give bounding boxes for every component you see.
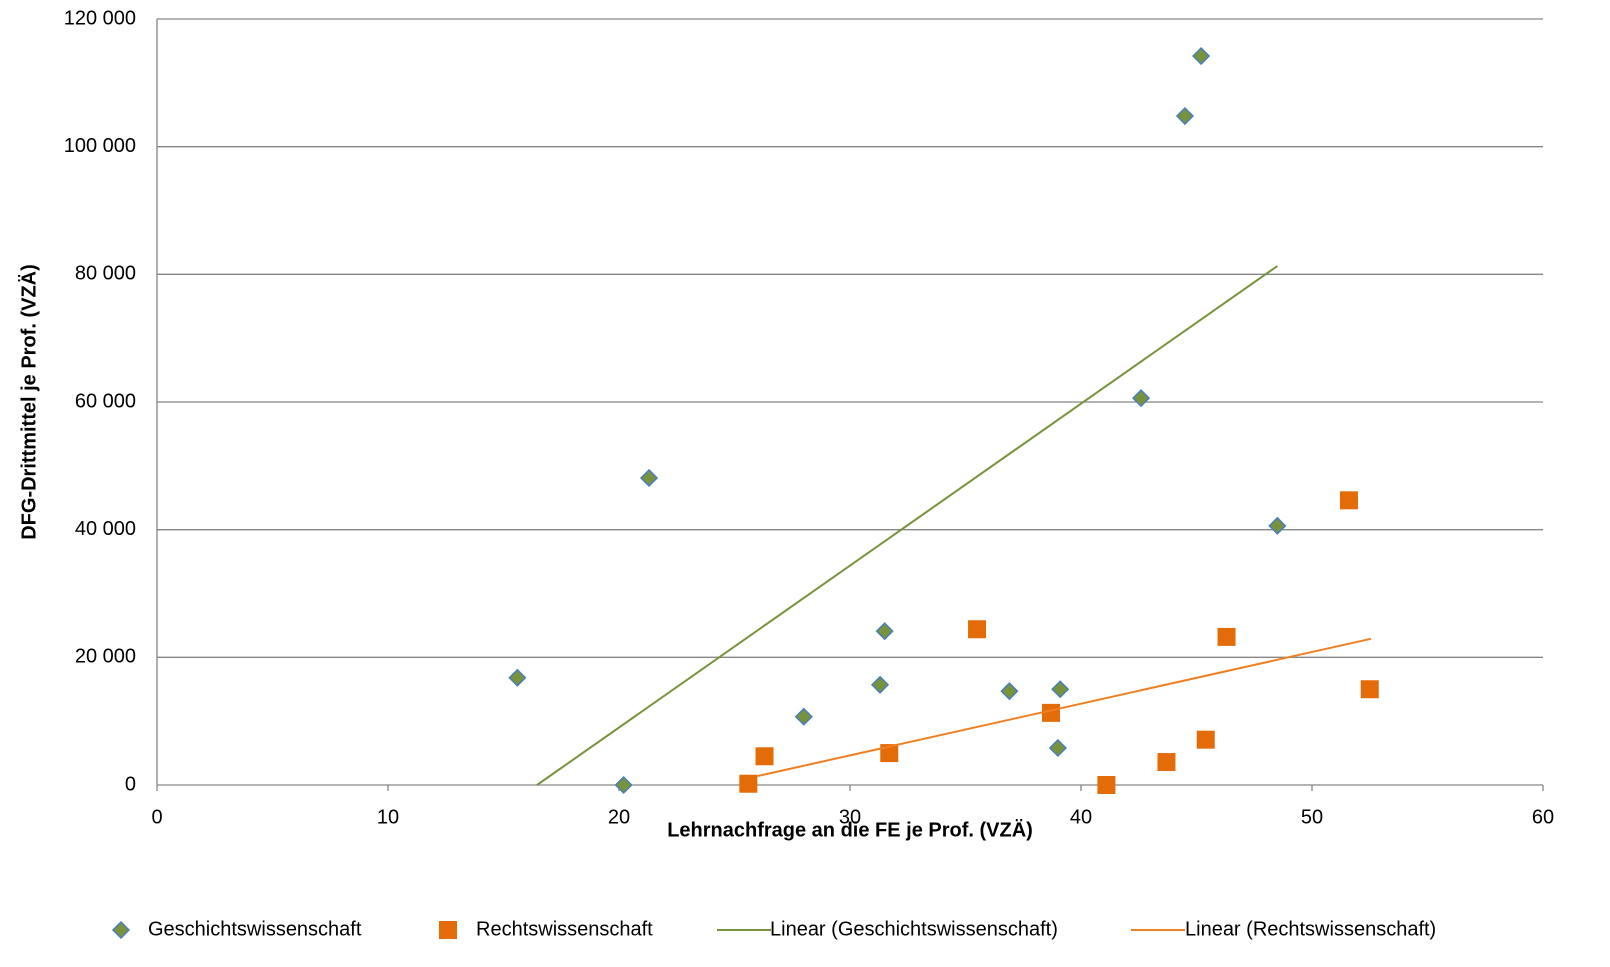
data-point: [794, 707, 813, 726]
data-point: [1051, 680, 1070, 699]
y-tick-label: 60 000: [75, 390, 136, 412]
x-tick-label: 0: [151, 806, 162, 828]
data-point: [1157, 753, 1176, 772]
legend-marker: [111, 920, 131, 940]
x-tick-label: 50: [1301, 806, 1323, 828]
data-point: [1192, 46, 1211, 66]
data-point: [1360, 680, 1379, 699]
data-point: [1131, 389, 1151, 408]
data-point: [1217, 627, 1236, 646]
y-tick-label: 40 000: [75, 518, 136, 540]
x-tick-label: 20: [608, 806, 630, 828]
data-point: [1268, 516, 1287, 535]
x-tick-label: 10: [377, 806, 399, 828]
data-point: [870, 675, 890, 694]
data-point: [639, 468, 659, 488]
data-point: [968, 620, 987, 639]
data-point: [1339, 491, 1358, 510]
trend-line: [757, 637, 1372, 778]
y-tick-label: 80 000: [75, 263, 136, 285]
legend-label: Geschichtswissenschaft: [148, 918, 362, 940]
legend-marker: [439, 921, 457, 939]
data-point: [1175, 106, 1195, 126]
data-point: [1000, 682, 1019, 701]
data-point: [1196, 730, 1215, 749]
legend-label: Linear (Rechtswissenschaft): [1185, 918, 1436, 940]
data-point: [1048, 738, 1067, 758]
x-tick-label: 30: [839, 806, 861, 828]
x-tick-label: 40: [1070, 806, 1092, 828]
trend-line: [536, 265, 1278, 786]
data-point: [1041, 703, 1060, 722]
data-point: [755, 747, 774, 766]
data-point: [1097, 776, 1116, 794]
legend-label: Rechtswissenschaft: [476, 918, 653, 940]
data-point: [508, 668, 527, 687]
y-tick-label: 100 000: [64, 135, 136, 157]
x-tick-label: 60: [1532, 806, 1554, 828]
legend-label: Linear (Geschichtswissenschaft): [770, 918, 1058, 940]
data-point: [875, 622, 894, 641]
y-tick-label: 20 000: [75, 646, 136, 668]
data-point: [739, 774, 758, 793]
data-point: [614, 775, 633, 795]
y-tick-label: 120 000: [64, 7, 136, 29]
y-tick-label: 0: [125, 773, 136, 795]
x-axis-label: Lehrnachfrage an die FE je Prof. (VZÄ): [667, 818, 1033, 841]
y-axis-label: DFG-Drittmittel je Prof. (VZÄ): [17, 264, 40, 540]
